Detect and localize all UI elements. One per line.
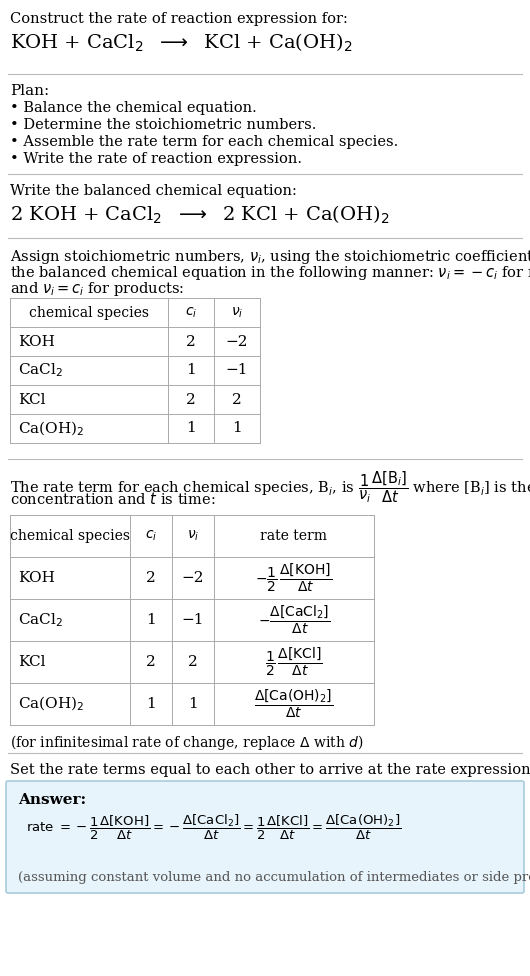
Text: −1: −1 [226, 363, 248, 378]
Text: chemical species: chemical species [10, 529, 130, 543]
Text: KOH: KOH [18, 571, 55, 585]
Text: −1: −1 [182, 613, 204, 627]
Text: 2: 2 [146, 655, 156, 669]
Text: Assign stoichiometric numbers, $\nu_i$, using the stoichiometric coefficients, $: Assign stoichiometric numbers, $\nu_i$, … [10, 248, 530, 266]
Text: • Determine the stoichiometric numbers.: • Determine the stoichiometric numbers. [10, 118, 316, 132]
Text: KOH + CaCl$_2$  $\longrightarrow$  KCl + Ca(OH)$_2$: KOH + CaCl$_2$ $\longrightarrow$ KCl + C… [10, 32, 352, 55]
Text: • Write the rate of reaction expression.: • Write the rate of reaction expression. [10, 152, 302, 166]
Text: Plan:: Plan: [10, 84, 49, 98]
Text: $\nu_i$: $\nu_i$ [187, 529, 199, 544]
Text: and $\nu_i = c_i$ for products:: and $\nu_i = c_i$ for products: [10, 280, 184, 298]
Text: (for infinitesimal rate of change, replace $\Delta$ with $d$): (for infinitesimal rate of change, repla… [10, 733, 364, 752]
Text: The rate term for each chemical species, B$_i$, is $\dfrac{1}{\nu_i}\dfrac{\Delt: The rate term for each chemical species,… [10, 469, 530, 505]
Text: 2: 2 [188, 655, 198, 669]
Text: rate term: rate term [261, 529, 328, 543]
Text: 1: 1 [146, 613, 156, 627]
Text: 1: 1 [186, 363, 196, 378]
Text: • Assemble the rate term for each chemical species.: • Assemble the rate term for each chemic… [10, 135, 398, 149]
Text: 2 KOH + CaCl$_2$  $\longrightarrow$  2 KCl + Ca(OH)$_2$: 2 KOH + CaCl$_2$ $\longrightarrow$ 2 KCl… [10, 204, 390, 226]
Text: Ca(OH)$_2$: Ca(OH)$_2$ [18, 695, 84, 713]
Text: 1: 1 [146, 697, 156, 711]
Text: chemical species: chemical species [29, 305, 149, 319]
Text: $c_i$: $c_i$ [145, 529, 157, 544]
Text: Answer:: Answer: [18, 793, 86, 807]
Text: concentration and $t$ is time:: concentration and $t$ is time: [10, 491, 216, 507]
Text: $-\dfrac{1}{2}\,\dfrac{\Delta[\mathrm{KOH}]}{\Delta t}$: $-\dfrac{1}{2}\,\dfrac{\Delta[\mathrm{KO… [255, 562, 333, 594]
Text: the balanced chemical equation in the following manner: $\nu_i = -c_i$ for react: the balanced chemical equation in the fo… [10, 264, 530, 282]
FancyBboxPatch shape [6, 781, 524, 893]
Text: 2: 2 [186, 335, 196, 348]
Text: −2: −2 [226, 335, 248, 348]
Text: CaCl$_2$: CaCl$_2$ [18, 611, 63, 629]
Text: KCl: KCl [18, 655, 46, 669]
Text: KCl: KCl [18, 392, 46, 406]
Text: $c_i$: $c_i$ [185, 305, 197, 320]
Text: Construct the rate of reaction expression for:: Construct the rate of reaction expressio… [10, 12, 348, 26]
Text: $\dfrac{1}{2}\,\dfrac{\Delta[\mathrm{KCl}]}{\Delta t}$: $\dfrac{1}{2}\,\dfrac{\Delta[\mathrm{KCl… [265, 646, 323, 678]
Text: Set the rate terms equal to each other to arrive at the rate expression:: Set the rate terms equal to each other t… [10, 763, 530, 777]
Text: 2: 2 [146, 571, 156, 585]
Text: Ca(OH)$_2$: Ca(OH)$_2$ [18, 420, 84, 437]
Text: Write the balanced chemical equation:: Write the balanced chemical equation: [10, 184, 297, 198]
Text: 1: 1 [186, 422, 196, 435]
Text: • Balance the chemical equation.: • Balance the chemical equation. [10, 101, 257, 115]
Text: $\dfrac{\Delta[\mathrm{Ca(OH)_2}]}{\Delta t}$: $\dfrac{\Delta[\mathrm{Ca(OH)_2}]}{\Delt… [254, 688, 334, 720]
Text: CaCl$_2$: CaCl$_2$ [18, 362, 63, 380]
Text: 2: 2 [232, 392, 242, 406]
Text: 2: 2 [186, 392, 196, 406]
Text: 1: 1 [188, 697, 198, 711]
Text: $-\dfrac{\Delta[\mathrm{CaCl_2}]}{\Delta t}$: $-\dfrac{\Delta[\mathrm{CaCl_2}]}{\Delta… [258, 604, 330, 636]
Text: rate $= -\dfrac{1}{2}\dfrac{\Delta[\mathrm{KOH}]}{\Delta t}= -\dfrac{\Delta[\mat: rate $= -\dfrac{1}{2}\dfrac{\Delta[\math… [26, 813, 401, 842]
Text: KOH: KOH [18, 335, 55, 348]
Text: −2: −2 [182, 571, 204, 585]
Text: $\nu_i$: $\nu_i$ [231, 305, 243, 320]
Text: (assuming constant volume and no accumulation of intermediates or side products): (assuming constant volume and no accumul… [18, 871, 530, 884]
Text: 1: 1 [232, 422, 242, 435]
